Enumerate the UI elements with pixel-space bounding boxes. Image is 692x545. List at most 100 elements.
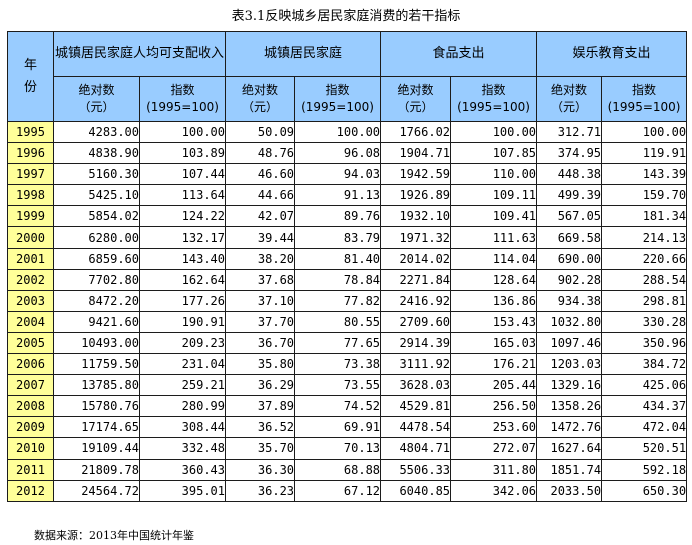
income-index-cell: 360.43: [138, 458, 227, 481]
household-index-cell: 73.55: [294, 374, 382, 397]
entertainment-absolute-cell: 934.38: [536, 289, 603, 312]
table-body: 1995 4283.00 100.00 50.09 100.00 1766.02 100.0…: [7, 120, 688, 502]
table-row: 2005 10493.00 209.23 36.70 77.65 2914.39 165.0…: [7, 331, 688, 355]
income-absolute-cell: 11759.50: [53, 353, 140, 376]
income-index-cell: 308.44: [138, 416, 227, 439]
year-header-line2: 份: [23, 79, 37, 95]
household-absolute-cell: 36.52: [225, 416, 296, 439]
income-absolute-cell: 4838.90: [53, 142, 140, 165]
food-absolute-cell: 5506.33: [380, 458, 452, 481]
household-index-cell: 70.13: [294, 437, 382, 460]
entertainment-index-cell: 220.66: [601, 247, 688, 270]
sub-header-index: 指数 (1995=100): [601, 76, 688, 122]
food-absolute-cell: 2271.84: [380, 268, 452, 291]
entertainment-index-cell: 592.18: [601, 458, 688, 481]
income-index-cell: 280.99: [138, 395, 227, 418]
data-source-note: 数据来源：2013年中国统计年鉴: [34, 529, 194, 542]
entertainment-absolute-cell: 2033.50: [536, 479, 603, 502]
sub-header-label: 指数: [170, 83, 195, 97]
household-absolute-cell: 36.29: [225, 374, 296, 397]
entertainment-absolute-cell: 669.58: [536, 226, 603, 249]
food-absolute-cell: 6040.85: [380, 479, 452, 502]
year-cell: 2000: [7, 226, 54, 249]
income-index-cell: 162.64: [138, 268, 227, 291]
income-absolute-cell: 5854.02: [53, 205, 140, 228]
income-index-cell: 259.21: [138, 374, 227, 397]
sub-header-index: 指数 (1995=100): [450, 76, 538, 122]
food-index-cell: 153.43: [450, 310, 538, 333]
food-index-cell: 110.00: [450, 163, 538, 186]
group-header-income: 城镇居民家庭人均可支配收入: [52, 31, 227, 77]
entertainment-index-cell: 434.37: [601, 395, 688, 418]
income-absolute-cell: 19109.44: [53, 437, 140, 460]
year-cell: 2004: [7, 310, 54, 333]
year-cell: 2012: [7, 479, 54, 502]
food-absolute-cell: 1971.32: [380, 226, 452, 249]
table-title: 表3.1反映城乡居民家庭消费的若干指标: [231, 9, 461, 24]
food-index-cell: 111.63: [450, 226, 538, 249]
year-cell: 2006: [7, 353, 54, 376]
entertainment-index-cell: 384.72: [601, 353, 688, 376]
sub-header-unit: (1995=100): [301, 100, 374, 114]
income-index-cell: 190.91: [138, 310, 227, 333]
household-absolute-cell: 50.09: [225, 120, 296, 144]
entertainment-index-cell: 298.81: [601, 289, 688, 312]
entertainment-index-cell: 330.28: [601, 310, 688, 333]
table-row: 1997 5160.30 107.44 46.60 94.03 1942.59 110.00…: [7, 163, 688, 186]
year-cell: 2011: [7, 458, 54, 481]
income-absolute-cell: 17174.65: [53, 416, 140, 439]
entertainment-absolute-cell: 567.05: [536, 205, 603, 228]
year-cell: 2007: [7, 374, 54, 397]
food-absolute-cell: 1766.02: [380, 120, 452, 144]
income-index-cell: 132.17: [138, 226, 227, 249]
household-index-cell: 77.65: [294, 331, 382, 355]
year-cell: 2002: [7, 268, 54, 291]
household-absolute-cell: 35.80: [225, 353, 296, 376]
household-index-cell: 73.38: [294, 353, 382, 376]
food-index-cell: 253.60: [450, 416, 538, 439]
entertainment-absolute-cell: 1851.74: [536, 458, 603, 481]
household-absolute-cell: 39.44: [225, 226, 296, 249]
income-absolute-cell: 21809.78: [53, 458, 140, 481]
table-row: 2004 9421.60 190.91 37.70 80.55 2709.60 153.43…: [7, 310, 688, 333]
sub-header-label: 绝对数: [551, 83, 588, 97]
sub-header-label: 指数: [481, 83, 506, 97]
household-index-cell: 81.40: [294, 247, 382, 270]
income-index-cell: 177.26: [138, 289, 227, 312]
food-absolute-cell: 3111.92: [380, 353, 452, 376]
table-row: 2008 15780.76 280.99 37.89 74.52 4529.81 256.5…: [7, 395, 688, 418]
food-index-cell: 342.06: [450, 479, 538, 502]
year-cell: 1996: [7, 142, 54, 165]
food-index-cell: 136.86: [450, 289, 538, 312]
food-index-cell: 107.85: [450, 142, 538, 165]
household-index-cell: 94.03: [294, 163, 382, 186]
table-row: 2002 7702.80 162.64 37.68 78.84 2271.84 128.64…: [7, 268, 688, 291]
sub-header-absolute: 绝对数 （元）: [225, 76, 296, 122]
household-index-cell: 78.84: [294, 268, 382, 291]
entertainment-index-cell: 288.54: [601, 268, 688, 291]
household-absolute-cell: 37.10: [225, 289, 296, 312]
table-row: 1995 4283.00 100.00 50.09 100.00 1766.02 100.0…: [7, 120, 688, 144]
group-header-entertainment: 娱乐教育支出: [536, 31, 688, 77]
sub-header-label: 绝对数: [242, 83, 279, 97]
year-cell: 1995: [7, 120, 54, 144]
entertainment-absolute-cell: 1472.76: [536, 416, 603, 439]
entertainment-absolute-cell: 374.95: [536, 142, 603, 165]
food-absolute-cell: 2709.60: [380, 310, 452, 333]
food-index-cell: 165.03: [450, 331, 538, 355]
income-index-cell: 107.44: [138, 163, 227, 186]
household-index-cell: 100.00: [294, 120, 382, 144]
household-index-cell: 91.13: [294, 184, 382, 207]
household-absolute-cell: 42.07: [225, 205, 296, 228]
income-index-cell: 209.23: [138, 331, 227, 355]
sub-header-index: 指数 (1995=100): [294, 76, 382, 122]
entertainment-absolute-cell: 1032.80: [536, 310, 603, 333]
food-index-cell: 114.04: [450, 247, 538, 270]
year-header-line1: 年: [23, 57, 37, 73]
entertainment-absolute-cell: 1627.64: [536, 437, 603, 460]
table-row: 2011 21809.78 360.43 36.30 68.88 5506.33 311.8…: [7, 458, 688, 481]
income-absolute-cell: 6280.00: [53, 226, 140, 249]
entertainment-index-cell: 425.06: [601, 374, 688, 397]
entertainment-index-cell: 214.13: [601, 226, 688, 249]
consumption-table: 年 份 城镇居民家庭人均可支配收入 城镇居民家庭 食品支出 娱乐教育支出 绝对数…: [7, 31, 688, 502]
